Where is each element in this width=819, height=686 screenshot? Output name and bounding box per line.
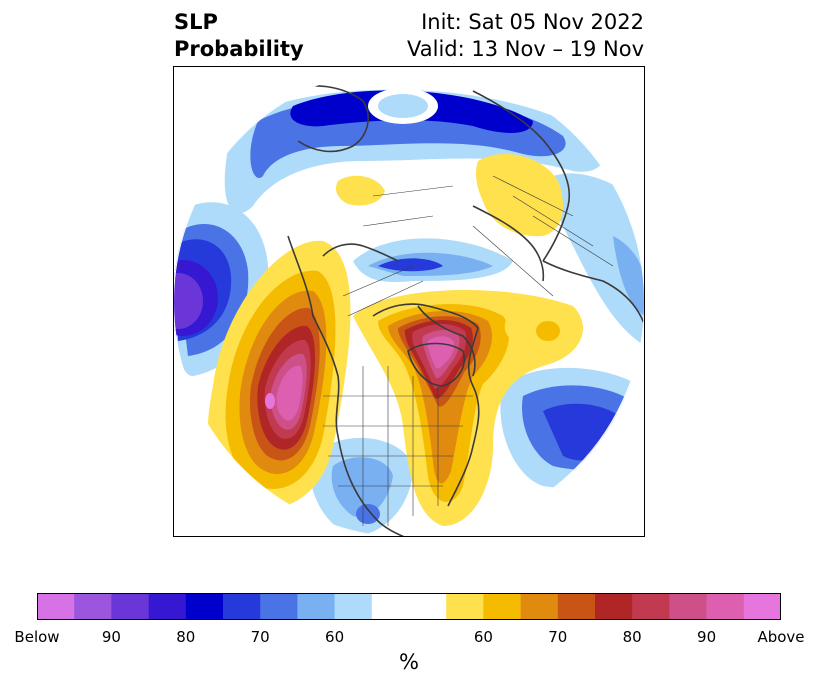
colorbar-swatch bbox=[334, 593, 373, 620]
colorbar bbox=[37, 593, 781, 620]
coastlines bbox=[282, 85, 645, 537]
colorbar-swatch bbox=[148, 593, 187, 620]
colorbar-swatch bbox=[223, 593, 261, 620]
colorbar-swatch bbox=[260, 593, 298, 620]
colorbar-swatch bbox=[706, 593, 745, 620]
colorbar-swatch bbox=[111, 593, 149, 620]
title-left: SLP Probability bbox=[174, 9, 304, 63]
political-borders bbox=[323, 175, 614, 526]
colorbar-swatch bbox=[483, 593, 521, 620]
title-product: Probability bbox=[174, 37, 304, 61]
colorbar-swatch bbox=[557, 593, 596, 620]
colorbar-tick-label: 80 bbox=[622, 628, 642, 646]
colorbar-tick-label: 70 bbox=[548, 628, 568, 646]
colorbar-units: % bbox=[399, 650, 419, 674]
valid-range: Valid: 13 Nov – 19 Nov bbox=[407, 37, 644, 61]
title-variable: SLP bbox=[174, 10, 218, 34]
init-date: Init: Sat 05 Nov 2022 bbox=[421, 10, 644, 34]
colorbar-tick-label: 70 bbox=[250, 628, 270, 646]
colorbar-swatch bbox=[669, 593, 707, 620]
colorbar-swatch bbox=[185, 593, 224, 620]
colorbar-tick-label: Above bbox=[757, 628, 805, 646]
colorbar-swatch bbox=[74, 593, 112, 620]
title-right: Init: Sat 05 Nov 2022 Valid: 13 Nov – 19… bbox=[407, 9, 644, 63]
colorbar-swatch bbox=[632, 593, 670, 620]
colorbar-tick-label: 90 bbox=[697, 628, 717, 646]
colorbar-swatch bbox=[37, 593, 75, 620]
positive-anomaly-eurasia bbox=[336, 153, 563, 237]
colorbar-swatch bbox=[595, 593, 633, 620]
colorbar-tick-label: 80 bbox=[176, 628, 196, 646]
negative-anomaly-arctic bbox=[224, 88, 604, 214]
colorbar-swatch bbox=[297, 593, 335, 620]
colorbar-tick-label: Below bbox=[14, 628, 60, 646]
polar-map bbox=[173, 66, 645, 537]
colorbar-swatches bbox=[37, 593, 781, 620]
colorbar-swatch bbox=[409, 593, 447, 620]
colorbar-swatch bbox=[371, 593, 410, 620]
colorbar-swatch bbox=[446, 593, 484, 620]
positive-anomaly-pacific bbox=[207, 240, 351, 509]
colorbar-tick-label: 60 bbox=[473, 628, 493, 646]
negative-anomaly-central bbox=[353, 238, 513, 282]
map-panel bbox=[173, 66, 645, 537]
colorbar-swatch bbox=[743, 593, 781, 620]
colorbar-border bbox=[37, 593, 781, 620]
colorbar-swatch bbox=[520, 593, 559, 620]
colorbar-tick-label: 90 bbox=[101, 628, 121, 646]
negative-anomaly-east bbox=[500, 173, 645, 489]
colorbar-tick-label: 60 bbox=[325, 628, 345, 646]
